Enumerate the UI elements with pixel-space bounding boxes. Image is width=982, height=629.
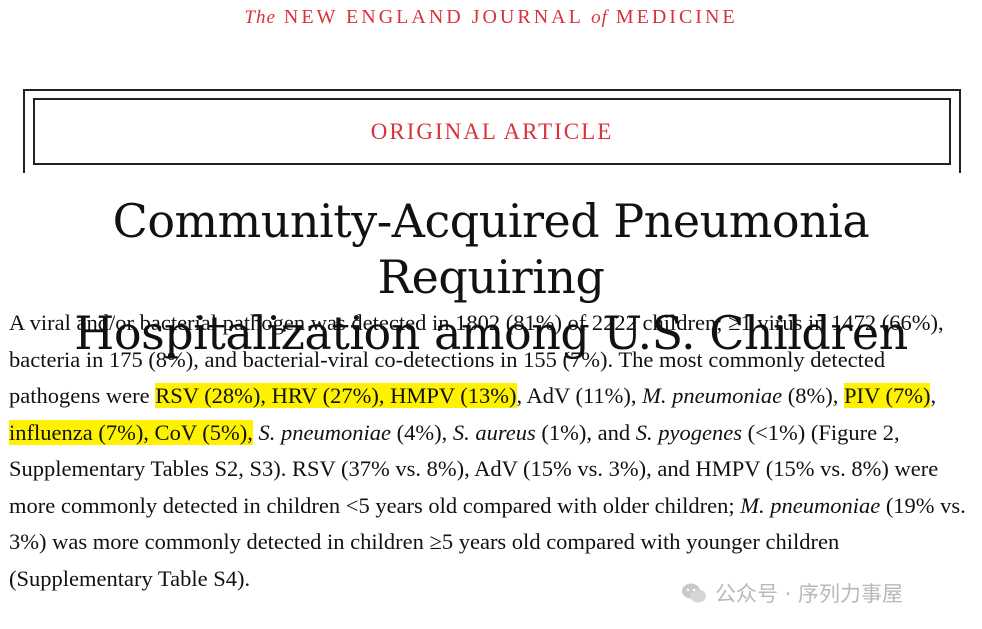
text-segment: (19% vs. 3%) was more commonly detected … — [9, 492, 966, 591]
title-line-1: Community-Acquired Pneumonia Requiring — [112, 194, 870, 304]
section-label: ORIGINAL ARTICLE — [370, 118, 614, 144]
pathogen-name: M. pneumoniae — [642, 383, 783, 408]
masthead-new-england: NEW ENGLAND — [283, 6, 464, 28]
section-frame-outer — [23, 89, 961, 173]
text-segment: (8%), — [782, 383, 844, 408]
pathogen-name: S. aureus — [452, 419, 536, 445]
watermark: 公众号 · 序列力事屋 — [681, 578, 903, 608]
masthead-medicine: MEDICINE — [615, 6, 738, 28]
masthead-the: The — [244, 7, 276, 28]
wechat-icon — [682, 583, 706, 603]
masthead-of: of — [591, 7, 608, 28]
text-segment: (<1%) (Figure 2, Supplementary Tables S2… — [9, 419, 939, 518]
pathogen-name: M. pneumoniae — [740, 492, 881, 518]
highlight-piv: PIV (7%) — [844, 383, 931, 408]
watermark-text: 公众号 · 序列力事屋 — [715, 582, 904, 606]
text-segment: , AdV (11%), — [516, 383, 643, 408]
text-segment: A viral and/or bacterial pathogen was de… — [9, 310, 944, 408]
journal-masthead: The NEW ENGLAND JOURNAL of MEDICINE — [0, 6, 982, 29]
pathogen-name: S. pneumoniae — [258, 419, 391, 445]
highlight-rsv-hrv-hmpv: RSV (28%), HRV (27%), HMPV (13%) — [155, 383, 517, 408]
highlight-influenza-cov: influenza (7%), CoV (5%), — [9, 419, 253, 445]
text-segment: , — [930, 383, 937, 408]
article-title: Community-Acquired Pneumonia Requiring H… — [0, 193, 982, 361]
pathogen-name: S. pyogenes — [635, 419, 742, 445]
section-frame-inner: ORIGINAL ARTICLE — [33, 98, 951, 165]
text-segment: (4%), — [391, 419, 453, 445]
masthead-journal: JOURNAL — [471, 6, 584, 28]
results-paragraph: A viral and/or bacterial pathogen was de… — [9, 305, 974, 597]
title-line-2: Hospitalization among U.S. Children — [74, 306, 908, 360]
text-segment: (1%), and — [535, 419, 636, 445]
